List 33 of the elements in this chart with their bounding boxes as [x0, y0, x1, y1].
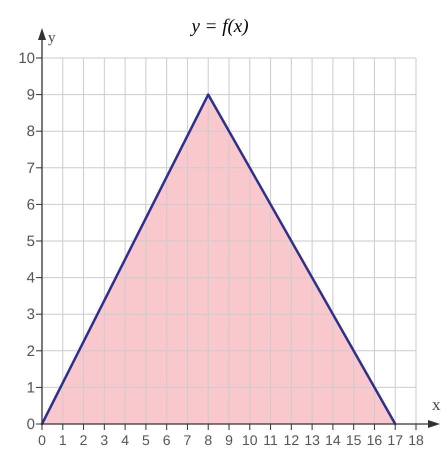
chart-title: y = f(x)	[189, 16, 249, 37]
y-tick-label: 9	[26, 86, 35, 104]
y-tick-label: 1	[26, 379, 35, 396]
x-tick-label: 16	[366, 432, 382, 448]
x-tick-label: 2	[80, 432, 88, 448]
x-tick-label: 0	[38, 432, 46, 448]
y-tick-label: 2	[26, 342, 35, 360]
y-tick-label: 3	[26, 306, 35, 324]
x-tick-label: 18	[408, 432, 424, 448]
x-tick-label: 6	[162, 432, 171, 448]
y-tick-label: 6	[26, 196, 35, 214]
x-tick-label: 8	[204, 432, 212, 448]
x-tick-label: 14	[325, 432, 341, 448]
x-tick-label: 4	[121, 432, 130, 448]
y-tick-label: 7	[26, 160, 35, 177]
y-tick-label: 10	[18, 50, 35, 67]
x-tick-label: 10	[242, 432, 258, 448]
x-tick-label: 15	[346, 432, 362, 448]
x-tick-label: 1	[58, 432, 67, 448]
x-tick-label: 11	[263, 432, 278, 448]
x-tick-label: 7	[184, 432, 192, 448]
x-axis-title: x	[432, 395, 441, 414]
y-tick-label: 5	[26, 233, 35, 250]
x-tick-label: 17	[387, 432, 404, 448]
x-tick-label: 9	[225, 432, 234, 448]
x-tick-label: 13	[304, 432, 320, 448]
x-tick-label: 3	[100, 432, 108, 448]
y-tick-label: 4	[26, 270, 35, 287]
y-tick-label: 8	[26, 123, 35, 140]
x-tick-label: 12	[284, 432, 300, 448]
y-tick-label: 0	[26, 416, 35, 433]
x-tick-label: 5	[142, 432, 150, 448]
y-axis-title: y	[48, 30, 56, 46]
